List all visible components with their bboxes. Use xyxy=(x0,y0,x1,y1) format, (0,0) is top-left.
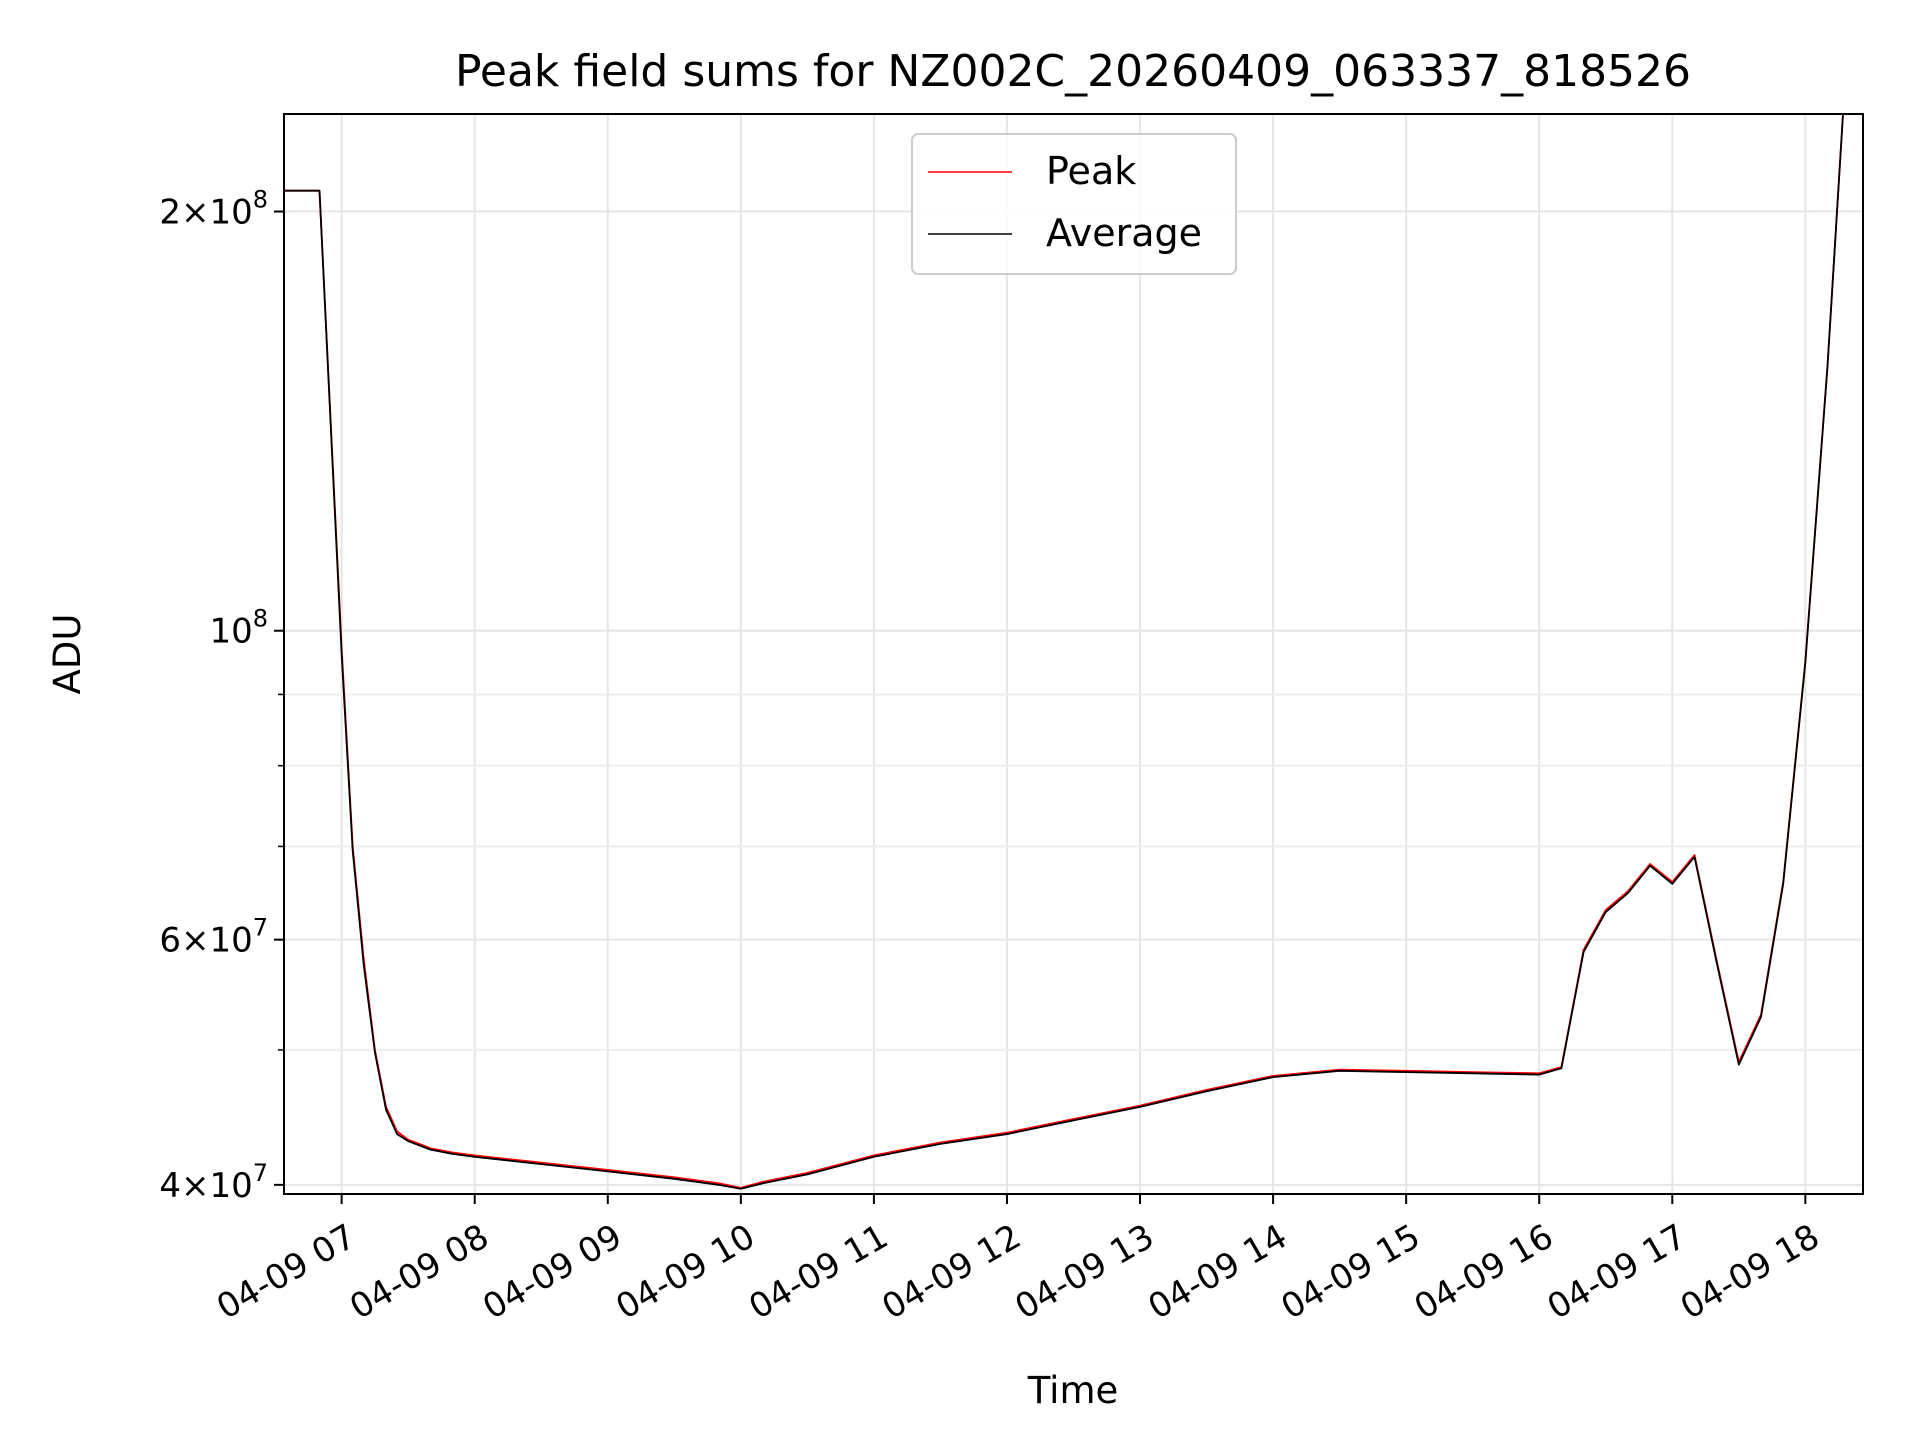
y-tick-label: 108 xyxy=(209,605,268,652)
grid xyxy=(284,114,1863,1194)
y-tick-label: 6×107 xyxy=(159,914,268,961)
y-tick-label: 2×108 xyxy=(159,186,268,233)
y-axis: 4×107 6×107 108 2×108 xyxy=(159,186,284,1206)
series-line-peak xyxy=(284,113,1844,1189)
y-axis-label: ADU xyxy=(46,614,89,695)
x-axis-label: Time xyxy=(1027,1369,1119,1412)
chart-title: Peak field sums for NZ002C_20260409_0633… xyxy=(455,46,1691,97)
series-line-average xyxy=(284,113,1844,1190)
legend: Peak Average xyxy=(911,133,1237,275)
legend-box xyxy=(911,133,1237,275)
y-tick-label: 4×107 xyxy=(159,1159,268,1206)
plot-frame xyxy=(283,113,1864,1195)
series-layer xyxy=(284,113,1844,1190)
legend-label-average: Average xyxy=(1046,211,1202,255)
legend-label-peak: Peak xyxy=(1046,149,1136,193)
